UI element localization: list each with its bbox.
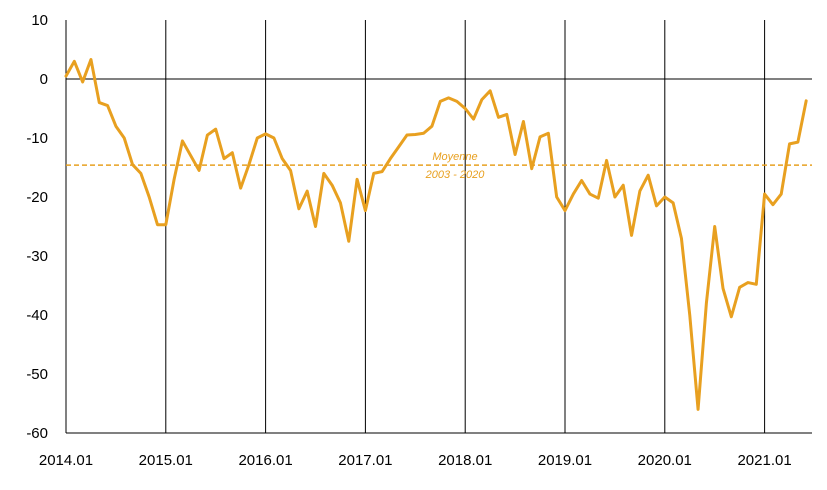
y-tick-label: -50 [26, 366, 48, 383]
year-gridlines [165, 20, 766, 433]
x-tick-label: 2018.01 [438, 452, 492, 469]
y-tick-label: -20 [26, 189, 48, 206]
y-tick-labels: 10 0 -10 -20 -30 -40 -50 -60 [26, 12, 48, 442]
x-tick-labels: 2014.01 2015.01 2016.01 2017.01 2018.01 2019.… [39, 452, 792, 469]
x-tick-label: 2021.01 [737, 452, 791, 469]
axes [65, 20, 812, 434]
x-tick-label: 2019.01 [538, 452, 592, 469]
x-tick-label: 2014.01 [39, 452, 93, 469]
y-tick-label: -10 [26, 130, 48, 147]
series-line [64, 58, 808, 411]
y-tick-label: -60 [26, 425, 48, 442]
average-label-line2: 2003 - 2020 [425, 169, 486, 181]
y-tick-label: -30 [26, 248, 48, 265]
y-tick-label: 0 [40, 71, 48, 88]
x-tick-label: 2020.01 [638, 452, 692, 469]
average-group: Moyenne 2003 - 2020 [66, 151, 812, 181]
y-tick-label: -40 [26, 307, 48, 324]
x-tick-label: 2015.01 [139, 452, 193, 469]
average-label-line1: Moyenne [432, 151, 477, 163]
y-tick-label: 10 [31, 12, 48, 29]
x-tick-label: 2017.01 [338, 452, 392, 469]
x-tick-label: 2016.01 [238, 452, 292, 469]
